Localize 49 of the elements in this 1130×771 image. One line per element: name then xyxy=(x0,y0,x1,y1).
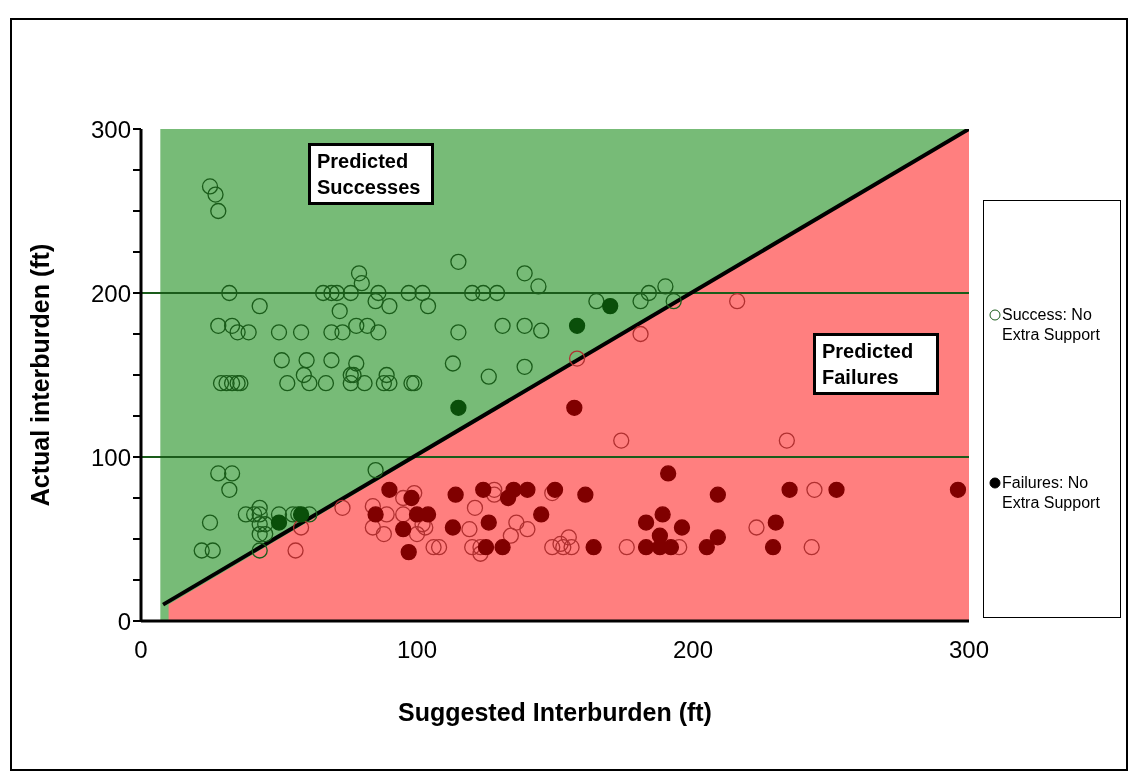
point xyxy=(709,486,726,503)
text: Failures: No Extra Support xyxy=(1002,473,1101,513)
point xyxy=(403,489,420,507)
y-axis-title: Actual interburden (ft) xyxy=(25,243,54,507)
y-tick-label: 200 xyxy=(90,279,131,307)
point xyxy=(381,481,398,498)
point xyxy=(450,399,467,416)
x-tick-label: 100 xyxy=(396,636,438,664)
annotation: Predicted Failures xyxy=(813,333,939,395)
point xyxy=(767,514,784,531)
point xyxy=(475,481,492,498)
y-tick-label: 0 xyxy=(117,607,131,635)
point xyxy=(585,539,602,556)
point xyxy=(577,486,594,503)
point xyxy=(494,539,511,556)
point xyxy=(367,506,384,523)
point xyxy=(480,514,497,531)
point xyxy=(637,514,655,531)
point xyxy=(533,506,550,523)
point xyxy=(654,506,671,523)
x-tick-label: 300 xyxy=(948,636,990,664)
y-tick-label: 100 xyxy=(90,443,131,471)
point xyxy=(505,481,522,498)
point xyxy=(709,529,726,546)
point xyxy=(949,481,967,498)
point xyxy=(444,519,462,536)
point xyxy=(546,481,564,498)
point xyxy=(519,481,536,498)
annotation: Predicted Successes xyxy=(308,143,434,205)
point xyxy=(395,521,412,538)
point xyxy=(764,539,782,556)
point xyxy=(781,481,798,498)
point xyxy=(400,543,417,561)
point xyxy=(828,481,845,498)
x-tick-label: 200 xyxy=(672,636,714,664)
legend-label: Success: No Extra Support xyxy=(1002,305,1101,345)
point xyxy=(637,539,655,556)
point xyxy=(477,539,495,556)
point xyxy=(660,465,677,482)
point xyxy=(568,317,586,334)
point xyxy=(447,486,464,503)
y-tick-label: 300 xyxy=(90,115,131,143)
point xyxy=(698,539,715,556)
x-axis-title: Suggested Interburden (ft) xyxy=(398,698,712,726)
point xyxy=(602,297,619,315)
point xyxy=(566,399,583,416)
point xyxy=(270,514,288,531)
point xyxy=(673,519,691,536)
x-tick-label: 0 xyxy=(134,636,148,664)
